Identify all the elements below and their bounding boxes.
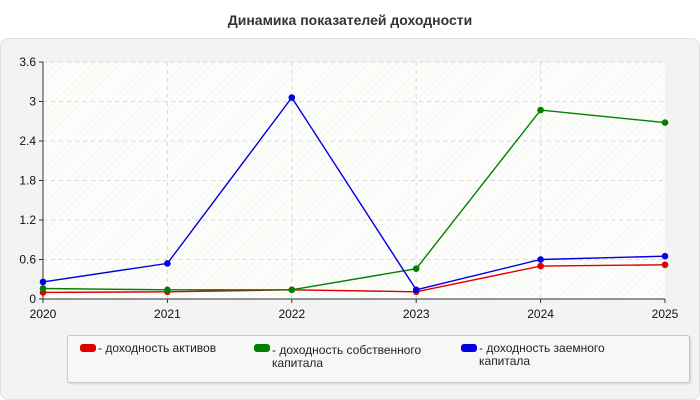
y-tick-label: 1.2: [19, 213, 36, 227]
data-point: [164, 260, 171, 267]
y-tick-label: 2.4: [19, 134, 36, 148]
series-line-0: [42, 264, 666, 294]
legend-swatch-equity: [254, 344, 270, 352]
data-point: [39, 285, 47, 292]
y-tick-label: 1.8: [19, 174, 36, 188]
data-point: [412, 265, 420, 273]
series-line-2: [42, 96, 666, 291]
data-point: [661, 119, 669, 126]
data-point: [288, 94, 296, 101]
legend-label-assets: - доходность активов: [98, 341, 217, 355]
y-tick-label: 0.6: [19, 253, 36, 267]
data-point: [661, 252, 669, 260]
y-tick-label: 3: [29, 95, 36, 109]
data-point: [537, 262, 544, 270]
y-tick-label: 0: [29, 292, 36, 306]
y-tick-label: 3.6: [19, 55, 36, 69]
x-tick-label: 2022: [278, 307, 305, 321]
x-tick-label: 2023: [403, 307, 430, 321]
series-line-1: [42, 109, 666, 291]
data-point: [39, 278, 47, 286]
legend-swatch-debt: [461, 344, 477, 352]
legend-label-debt: - доходность заемного капитала: [479, 341, 605, 368]
data-point: [661, 261, 669, 269]
chart-legend: - доходность активов - доходность собств…: [67, 335, 690, 383]
chart-title: Динамика показателей доходности: [227, 12, 473, 28]
data-point: [537, 256, 544, 263]
data-point: [164, 286, 171, 294]
x-tick-label: 2020: [30, 307, 57, 321]
data-point: [288, 286, 296, 294]
data-point: [537, 106, 544, 114]
data-point: [412, 286, 420, 294]
x-tick-label: 2024: [527, 307, 554, 321]
x-tick-label: 2025: [652, 307, 679, 321]
x-tick-label: 2021: [154, 307, 181, 321]
legend-swatch-assets: [80, 344, 96, 352]
legend-label-equity: - доходность собственного капитала: [272, 343, 422, 370]
